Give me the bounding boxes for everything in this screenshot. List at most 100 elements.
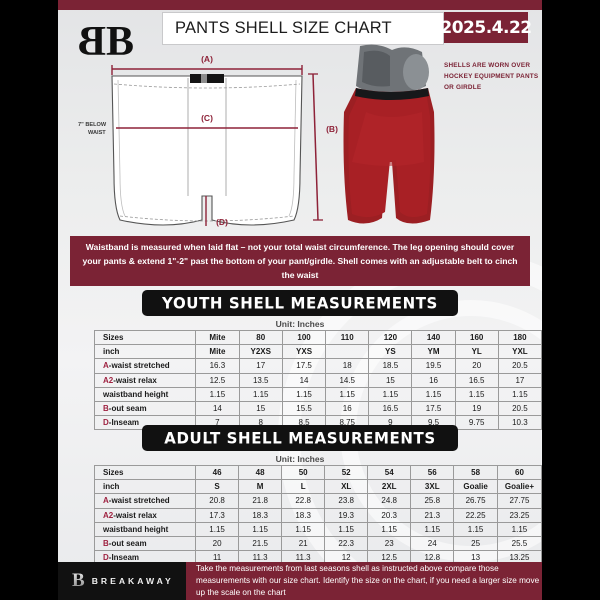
table-cell: 18 (325, 358, 370, 374)
table-cell: 15 (238, 400, 283, 417)
row-label: A2-waist relax (93, 372, 197, 388)
table-cell: 16.5 (454, 372, 499, 388)
table-cell: 19.5 (411, 358, 456, 374)
row-label-marker: D (103, 418, 109, 428)
table-cell: 13.5 (238, 372, 283, 388)
table-row: D-Inseam 11 11.3 11.3 12 12.5 12.8 13 13.25 (93, 550, 542, 566)
page-title-text: PANTS SHELL SIZE CHART (175, 19, 392, 37)
table-row: B-out seam 20 21.5 21 22.3 23 24 25 25.5 (93, 535, 542, 552)
table-cell (325, 344, 370, 360)
table-row: Sizes 46 48 50 52 54 56 58 60 (93, 464, 542, 481)
table-cell: 17 (238, 358, 283, 374)
table-cell: 18.3 (238, 507, 283, 523)
table-cell: 25 (453, 535, 498, 552)
table-cell: 2XL (367, 479, 412, 495)
date-badge-text: 2025.4.22 (440, 17, 532, 38)
table-cell: 9.75 (454, 415, 499, 431)
brand-logo-letter2: B (106, 19, 134, 65)
table-cell: 1.15 (411, 386, 456, 402)
pants-measurement-diagram: (A) (C) (B) (D) 7" BELOW WAIST (78, 54, 338, 227)
table-row: A-waist stretched 16.3 17 17.5 18 18.5 19.5 20 2… (93, 358, 542, 374)
table-cell: 15 (368, 372, 413, 388)
footer-logo-icon: B (72, 570, 85, 591)
table-cell: 18.5 (368, 358, 413, 374)
table-cell: 180 (497, 329, 542, 346)
table-cell: 1.15 (195, 521, 240, 537)
table-cell: 20 (454, 358, 499, 374)
table-cell: 21 (281, 535, 326, 552)
table-cell: 16 (325, 400, 370, 417)
table-cell: 12.5 (195, 372, 240, 388)
table-cell: 120 (368, 329, 413, 346)
row-label: Sizes (93, 464, 197, 481)
top-accent-bar (58, 0, 542, 10)
diagram-label-b: (B) (326, 124, 338, 134)
table-cell: 22.25 (453, 507, 498, 523)
table-row: inch S M L XL 2XL 3XL Goalie Goalie+ (93, 479, 542, 495)
row-label-marker: A (103, 496, 109, 506)
footer-note: Take the measurements from last seasons … (186, 562, 542, 600)
table-row: waistband height 1.15 1.15 1.15 1.15 1.15 1.15… (93, 521, 542, 537)
table-row: A2-waist relax 17.3 18.3 18.3 19.3 20.3 21.3 22… (93, 507, 542, 523)
table-cell: 22.8 (281, 493, 326, 509)
row-label-marker: B (103, 539, 109, 549)
adult-unit-label: Unit: Inches (275, 454, 325, 464)
footer-logo: B BREAKAWAY (72, 568, 182, 594)
table-cell: 56 (410, 464, 455, 481)
measurement-instruction-text: Waistband is measured when laid flat – n… (82, 241, 518, 281)
table-cell: 20.5 (497, 358, 542, 374)
row-label-marker: A2 (103, 375, 114, 385)
table-cell: 10.3 (497, 415, 542, 431)
adult-section-title: ADULT SHELL MEASUREMENTS (142, 425, 458, 451)
row-label: waistband height (93, 521, 197, 537)
table-row: A2-waist relax 12.5 13.5 14 14.5 15 16 16.5 17 (93, 372, 542, 388)
table-cell: 1.15 (195, 386, 240, 402)
table-cell: 24 (410, 535, 455, 552)
table-cell: 100 (281, 329, 327, 346)
table-cell: 19.3 (324, 507, 369, 523)
table-cell: 54 (367, 464, 412, 481)
table-cell: 17.3 (195, 507, 240, 523)
table-cell: YXL (497, 344, 542, 360)
diagram-label-d: (D) (216, 217, 228, 227)
row-label-marker: A2 (103, 510, 114, 520)
table-cell: YS (368, 344, 413, 360)
table-cell: 20 (195, 535, 240, 552)
table-cell: 1.15 (410, 521, 455, 537)
row-label: D-Inseam (93, 550, 197, 566)
table-cell: 23.25 (496, 507, 542, 523)
product-photo-pant-shell (343, 44, 435, 224)
table-row: inch Mite Y2XS YXS YS YM YL YXL (93, 344, 542, 360)
diagram-below-waist-note: 7" BELOW (78, 122, 107, 128)
table-cell: 1.15 (367, 521, 412, 537)
table-cell: Goalie+ (496, 479, 542, 495)
date-badge: 2025.4.22 (440, 12, 532, 43)
diagram-label-a: (A) (201, 54, 213, 64)
table-cell: 17 (497, 372, 542, 388)
table-cell: 1.15 (368, 386, 413, 402)
table-cell: 21.5 (238, 535, 283, 552)
row-label: A-waist stretched (93, 493, 197, 509)
table-cell: Mite (195, 329, 240, 346)
table-row: waistband height 1.15 1.15 1.15 1.15 1.15 1.15… (93, 386, 542, 402)
table-cell: 22.3 (324, 535, 369, 552)
shell-usage-note: SHELLS ARE WORN OVER HOCKEY EQUIPMENT PA… (444, 62, 539, 92)
table-row: A-waist stretched 20.8 21.8 22.8 23.8 24.8 25.… (93, 493, 542, 509)
table-cell: M (238, 479, 283, 495)
youth-measurements-table: Sizes Mite 80 100 110 120 140 160 180 inch Mite Y2X… (93, 329, 542, 431)
adult-measurements-table: Sizes 46 48 50 52 54 56 58 60 inch S M L XL 2XL 3XL Goal… (93, 464, 542, 566)
table-cell: Y2XS (238, 344, 283, 360)
table-cell: 1.15 (238, 386, 283, 402)
table-cell: YL (454, 344, 499, 360)
row-label: Sizes (93, 329, 197, 346)
row-label: A2-waist relax (93, 507, 197, 523)
row-label-marker: D (103, 553, 109, 563)
table-cell: 14 (281, 372, 327, 388)
row-label: B-out seam (93, 400, 197, 417)
table-cell: 15.5 (281, 400, 327, 417)
table-cell: 20.5 (497, 400, 542, 417)
youth-section-title-text: YOUTH SHELL MEASUREMENTS (162, 293, 438, 313)
